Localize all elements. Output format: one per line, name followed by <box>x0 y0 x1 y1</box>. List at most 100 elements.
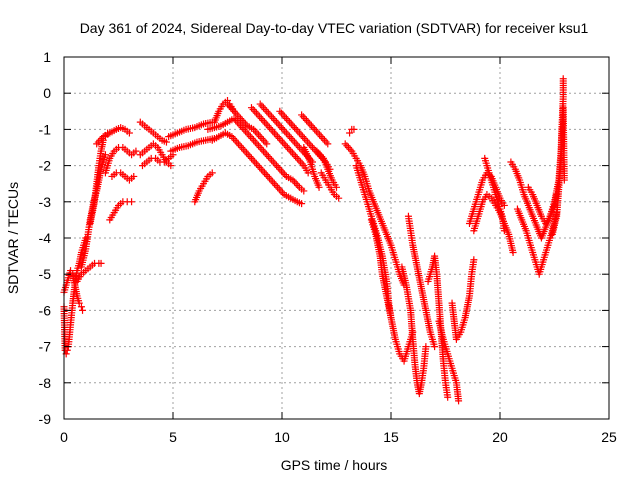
data-point <box>256 163 264 171</box>
data-point <box>500 227 508 235</box>
data-series <box>101 144 140 177</box>
grid <box>64 57 609 419</box>
data-point <box>265 124 273 132</box>
data-point <box>274 120 282 128</box>
data-series <box>136 118 170 146</box>
data-point <box>266 154 274 162</box>
data-point <box>262 120 270 128</box>
data-point <box>264 122 272 130</box>
data-series <box>513 205 561 278</box>
data-point <box>314 129 322 137</box>
data-point <box>302 136 310 144</box>
data-point <box>333 183 340 191</box>
data-point <box>232 116 240 124</box>
data-point <box>270 129 278 137</box>
data-series <box>341 140 408 289</box>
data-series <box>224 100 271 148</box>
data-point <box>277 167 285 175</box>
data-point <box>258 102 266 110</box>
data-point <box>241 147 249 155</box>
x-tick-labels: 0 5 10 15 20 25 <box>60 429 617 445</box>
data-point <box>261 105 269 113</box>
data-point <box>341 140 349 148</box>
data-point <box>292 180 300 188</box>
data-point <box>259 147 267 155</box>
data-point <box>271 160 279 168</box>
data-point <box>311 125 319 133</box>
data-point <box>301 115 309 123</box>
data-point <box>284 131 292 139</box>
data-point <box>470 256 478 264</box>
data-point <box>315 183 323 191</box>
data-point <box>294 142 302 150</box>
data-point <box>254 162 262 170</box>
x-tick-label: 20 <box>492 429 508 445</box>
data-point <box>256 113 264 121</box>
data-point <box>258 145 266 153</box>
data-point <box>266 111 274 119</box>
data-point <box>295 129 303 137</box>
data-series <box>298 111 332 148</box>
data-series <box>165 118 216 141</box>
x-axis-label: GPS time / hours <box>281 457 388 473</box>
data-point <box>431 343 439 351</box>
data-point <box>251 138 259 146</box>
data-series <box>167 134 218 155</box>
ticks <box>63 56 610 420</box>
data-point <box>284 116 292 124</box>
data-point <box>274 163 282 171</box>
data-point <box>257 115 265 123</box>
data-point <box>346 129 354 137</box>
data-point <box>286 133 294 141</box>
data-point <box>268 156 276 164</box>
data-point <box>246 153 254 161</box>
data-point <box>125 129 133 137</box>
data-point <box>300 134 308 142</box>
data-point <box>251 107 259 115</box>
data-point <box>272 131 280 139</box>
data-point <box>283 144 291 151</box>
data-point <box>300 187 308 195</box>
data-point <box>269 178 277 186</box>
data-point <box>287 147 295 155</box>
data-point <box>279 138 287 146</box>
data-point <box>500 201 508 209</box>
data-layer <box>60 75 568 405</box>
data-point <box>256 144 264 151</box>
data-point <box>232 109 240 117</box>
data-point <box>282 129 290 137</box>
data-point <box>252 109 260 117</box>
data-point <box>295 156 303 164</box>
data-point <box>241 127 249 135</box>
data-series <box>448 256 478 343</box>
chart-title: Day 361 of 2024, Sidereal Day-to-day VTE… <box>80 20 589 36</box>
data-point <box>239 145 247 153</box>
data-point <box>292 125 300 133</box>
data-point <box>316 131 324 139</box>
data-point <box>444 393 452 401</box>
x-tick-label: 5 <box>169 429 177 445</box>
y-tick-label: 1 <box>43 49 51 65</box>
data-point <box>304 138 312 146</box>
data-point <box>292 153 300 161</box>
data-point <box>167 162 175 170</box>
data-point <box>97 259 105 267</box>
data-point <box>297 158 305 166</box>
data-point <box>286 118 294 126</box>
data-point <box>282 115 290 123</box>
data-point <box>275 185 283 193</box>
data-point <box>132 147 140 155</box>
data-point <box>307 142 315 150</box>
data-point <box>271 116 279 124</box>
y-tick-label: -7 <box>39 339 52 355</box>
data-point <box>256 133 264 141</box>
y-tick-label: -9 <box>39 411 52 427</box>
data-point <box>244 151 252 159</box>
data-point <box>227 104 235 112</box>
data-point <box>236 142 244 150</box>
data-point <box>250 136 258 144</box>
data-point <box>317 133 325 141</box>
data-point <box>279 125 287 133</box>
data-point <box>269 158 277 166</box>
data-point <box>291 138 299 146</box>
